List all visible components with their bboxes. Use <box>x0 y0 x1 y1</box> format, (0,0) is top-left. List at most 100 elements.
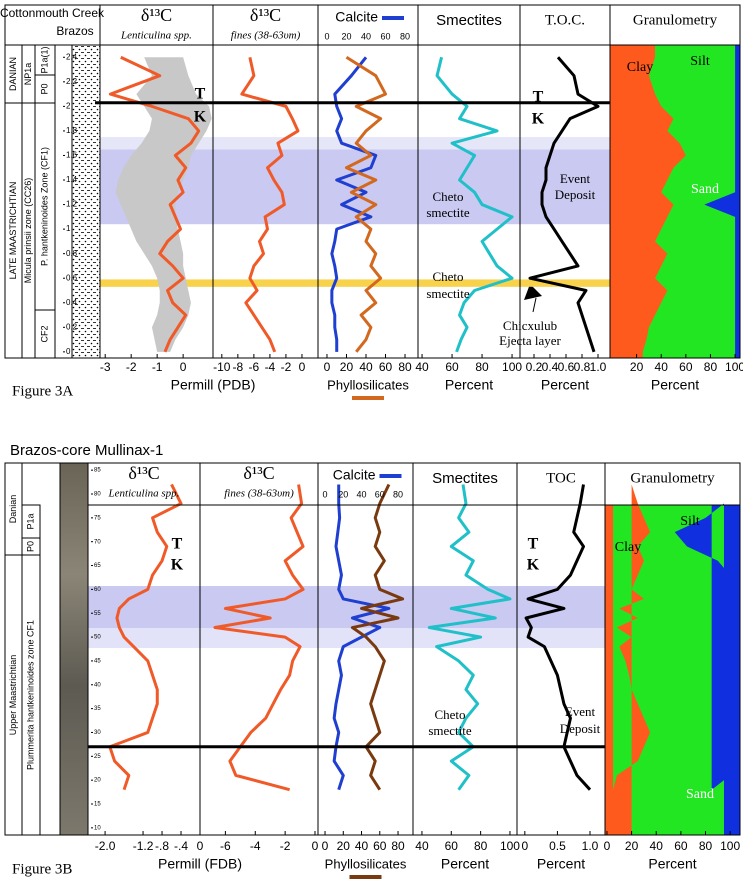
axis-label: Permill (FDB) <box>158 856 242 872</box>
panel-frame <box>609 4 741 359</box>
clay-area <box>610 45 686 358</box>
depth-tick-label: 2.4 <box>66 52 78 61</box>
depth-tick-label: 0.8 <box>66 249 78 258</box>
annotation: K <box>532 111 545 128</box>
profile-line <box>344 56 388 353</box>
panel-title: Granulometry <box>630 470 715 486</box>
x-tick-label: 80 <box>391 839 405 853</box>
figure-label: Figure 3A <box>12 383 73 399</box>
profile-line <box>427 484 512 791</box>
annotation: Cheto <box>432 189 463 204</box>
series-label: Clay <box>615 540 641 555</box>
x-tick-label: -6 <box>249 360 260 374</box>
x-tick-label: 60 <box>679 360 693 374</box>
site-label: Brazos <box>56 24 93 38</box>
panel-title: δ¹³C <box>141 5 172 25</box>
panel-title: Granulometry <box>633 12 718 28</box>
axis-label: Percent <box>537 856 585 872</box>
top-tick-label: 20 <box>341 31 351 41</box>
annotation: Deposit <box>560 721 601 736</box>
axis-label: Percent <box>441 856 489 872</box>
figure-label: Figure 3B <box>12 861 72 877</box>
depth-tick-label: 1.8 <box>66 126 78 135</box>
strat-label: CF2 <box>39 325 49 342</box>
site-label: Cottonmouth Creek <box>0 6 105 20</box>
series-label: Silt <box>680 514 700 529</box>
depth-tick-label: 1.4 <box>66 175 78 184</box>
panel-subtitle: fines (38-63υm) <box>224 488 294 500</box>
depth-tick-label: 2.2 <box>66 77 78 86</box>
panel-subtitle: Lenticulina spp. <box>108 488 180 500</box>
x-tick-label: 100 <box>502 360 522 374</box>
depth-tick-label: 35 <box>94 706 101 712</box>
top-tick-label: 60 <box>381 31 391 41</box>
panel-frame <box>516 462 606 836</box>
x-tick-label: 0.2 <box>526 360 543 374</box>
x-tick-label: 0 <box>312 839 319 853</box>
x-tick-label: 60 <box>674 839 688 853</box>
axis-label: Percent <box>648 856 696 872</box>
depth-tick-label: 15 <box>94 802 101 808</box>
depth-tick-label: 10 <box>94 825 101 831</box>
annotation: T <box>172 536 183 553</box>
x-tick-label: 80 <box>398 360 412 374</box>
x-tick-label: 60 <box>445 360 459 374</box>
annotation: smectite <box>428 723 472 738</box>
lithology-column <box>71 44 101 359</box>
depth-tick-label: 0.6 <box>66 273 78 282</box>
panel-title: δ¹³C <box>250 5 281 25</box>
strat-frame <box>4 462 89 836</box>
legend-label: Calcite <box>335 9 378 25</box>
x-tick-label: 80 <box>474 839 488 853</box>
clay-area <box>605 484 651 835</box>
x-tick-label: 100 <box>725 360 743 374</box>
depth-tick-label: 2 <box>66 101 71 110</box>
panel-title: Smectites <box>432 470 498 487</box>
depth-tick-label: 0.2 <box>66 322 78 331</box>
series-label: Silt <box>690 54 710 69</box>
x-tick-label: 40 <box>655 360 669 374</box>
top-tick-label: 40 <box>357 489 367 499</box>
arrow <box>524 284 542 300</box>
x-tick-label: 0 <box>299 360 306 374</box>
panel-frame <box>87 462 201 836</box>
depth-tick-label: 1.6 <box>66 151 78 160</box>
x-tick-label: 20 <box>340 360 354 374</box>
x-tick-label: 1.0 <box>582 839 599 853</box>
top-tick-label: 0 <box>323 489 328 499</box>
x-tick-label: 60 <box>379 360 393 374</box>
strat-label: Upper Maastrichtian <box>8 655 18 736</box>
annotation: Event <box>560 171 591 186</box>
depth-tick-label: 30 <box>94 730 101 736</box>
x-tick-label: -8 <box>233 360 244 374</box>
panel-subtitle: fines (38-63υm) <box>231 30 301 42</box>
strat-label: DANIAN <box>8 57 18 91</box>
annotation: T <box>533 89 544 106</box>
profile-line <box>213 484 305 792</box>
strat-label: Micula prinsii zone (CC26) <box>23 178 33 284</box>
depth-tick-label: 40 <box>94 682 101 688</box>
profile-line <box>332 484 391 791</box>
x-tick-label: 40 <box>355 839 369 853</box>
x-tick-label: 0.5 <box>549 839 566 853</box>
x-tick-label: -2 <box>126 360 137 374</box>
x-tick-label: -2.0 <box>95 839 116 853</box>
annotation: smectite <box>426 286 470 301</box>
depth-tick-label: 1 <box>66 224 71 233</box>
x-tick-label: -4 <box>250 839 261 853</box>
annotation: K <box>194 109 207 126</box>
x-tick-label: -.4 <box>174 839 188 853</box>
annotation: Chicxulub <box>503 318 557 333</box>
annotation: K <box>171 557 184 574</box>
axis-label: Percent <box>541 377 589 393</box>
depth-tick-label: 45 <box>94 659 101 665</box>
strat-label: P0 <box>39 83 49 94</box>
x-tick-label: 100 <box>500 839 520 853</box>
annotation: T <box>528 536 539 553</box>
x-tick-label: 20 <box>337 839 351 853</box>
highlight-band <box>88 628 605 649</box>
legend-label: Phyllosilicates <box>325 856 407 871</box>
annotation: T <box>195 86 206 103</box>
sand-area <box>674 484 740 835</box>
